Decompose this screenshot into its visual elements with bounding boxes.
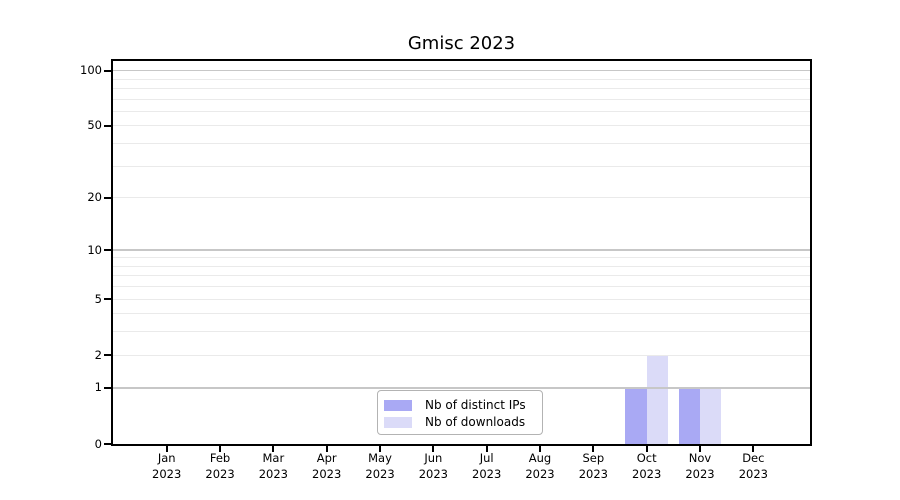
gridline-minor-y-4 <box>113 313 810 315</box>
x-tick-may-2023 <box>379 446 382 452</box>
y-tick-100 <box>104 69 111 72</box>
legend: Nb of distinct IPs Nb of downloads <box>377 390 543 435</box>
x-tick-jun-2023 <box>432 446 435 452</box>
x-tick-apr-2023 <box>325 446 328 452</box>
x-tick-label-mar-2023: Mar 2023 <box>258 451 288 481</box>
y-tick-label-50: 50 <box>87 118 102 133</box>
y-tick-label-100: 100 <box>80 63 102 78</box>
gridline-minor-y-7 <box>113 275 810 277</box>
x-tick-sep-2023 <box>592 446 595 452</box>
gridline-minor-y-30 <box>113 165 810 167</box>
x-tick-aug-2023 <box>539 446 541 452</box>
gridline-minor-y-9 <box>113 257 810 259</box>
gridline-minor-y-8 <box>113 265 810 267</box>
y-tick-label-2: 2 <box>94 347 102 362</box>
gridline-minor-y-6 <box>113 286 810 288</box>
x-tick-label-jan-2023: Jan 2023 <box>152 451 182 481</box>
x-tick-label-apr-2023: Apr 2023 <box>312 451 342 481</box>
y-tick-label-0: 0 <box>94 436 102 451</box>
legend-label-downloads: Nb of downloads <box>425 415 526 429</box>
x-tick-oct-2023 <box>645 446 648 452</box>
legend-item-downloads: Nb of downloads <box>384 414 542 430</box>
x-tick-label-nov-2023: Nov 2023 <box>685 451 715 481</box>
x-tick-jul-2023 <box>485 446 488 452</box>
x-tick-label-aug-2023: Aug 2023 <box>525 451 555 481</box>
chart-title: Gmisc 2023 <box>407 33 516 54</box>
bar-distinct-ips-nov-2023 <box>678 387 700 444</box>
gridline-minor-y-80 <box>113 88 810 90</box>
gridline-minor-y-5 <box>113 298 810 300</box>
y-tick-20 <box>104 196 111 199</box>
x-tick-jan-2023 <box>165 446 168 452</box>
gridline-minor-y-70 <box>113 98 810 100</box>
x-tick-label-feb-2023: Feb 2023 <box>205 451 235 481</box>
gridline-major-y-1 <box>113 387 810 389</box>
bar-downloads-oct-2023 <box>646 355 668 444</box>
plot-area <box>113 60 810 444</box>
legend-swatch-distinct-ips <box>384 399 412 411</box>
gridline-major-y-10 <box>113 249 810 251</box>
x-tick-label-jul-2023: Jul 2023 <box>472 451 502 481</box>
gridline-minor-y-2 <box>113 354 810 356</box>
x-tick-mar-2023 <box>272 446 275 452</box>
x-tick-label-sep-2023: Sep 2023 <box>578 451 608 481</box>
y-tick-50 <box>104 124 111 127</box>
x-tick-label-oct-2023: Oct 2023 <box>632 451 662 481</box>
x-tick-nov-2023 <box>699 446 701 452</box>
y-tick-2 <box>104 354 111 357</box>
y-tick-5 <box>104 298 111 301</box>
bar-downloads-nov-2023 <box>700 387 722 444</box>
legend-label-distinct-ips: Nb of distinct IPs <box>425 398 526 412</box>
y-tick-0 <box>104 443 111 445</box>
gridline-minor-y-60 <box>113 110 810 112</box>
gridline-minor-y-20 <box>113 197 810 199</box>
gridline-minor-y-90 <box>113 78 810 80</box>
legend-item-distinct-ips: Nb of distinct IPs <box>384 397 542 413</box>
y-tick-label-1: 1 <box>94 380 102 395</box>
x-tick-label-dec-2023: Dec 2023 <box>738 451 768 481</box>
y-tick-label-5: 5 <box>94 291 102 306</box>
gridline-minor-y-50 <box>113 125 810 127</box>
y-tick-1 <box>104 386 111 389</box>
x-tick-dec-2023 <box>752 446 755 452</box>
x-tick-feb-2023 <box>219 446 222 452</box>
x-tick-label-jun-2023: Jun 2023 <box>418 451 448 481</box>
gridline-minor-y-40 <box>113 143 810 145</box>
y-tick-10 <box>104 249 111 252</box>
x-tick-label-may-2023: May 2023 <box>365 451 395 481</box>
y-tick-label-10: 10 <box>87 242 102 257</box>
bar-distinct-ips-oct-2023 <box>625 387 647 444</box>
y-tick-label-20: 20 <box>87 190 102 205</box>
gridline-major-y-100 <box>113 70 810 72</box>
gridline-minor-y-3 <box>113 331 810 333</box>
legend-swatch-downloads <box>384 416 412 428</box>
